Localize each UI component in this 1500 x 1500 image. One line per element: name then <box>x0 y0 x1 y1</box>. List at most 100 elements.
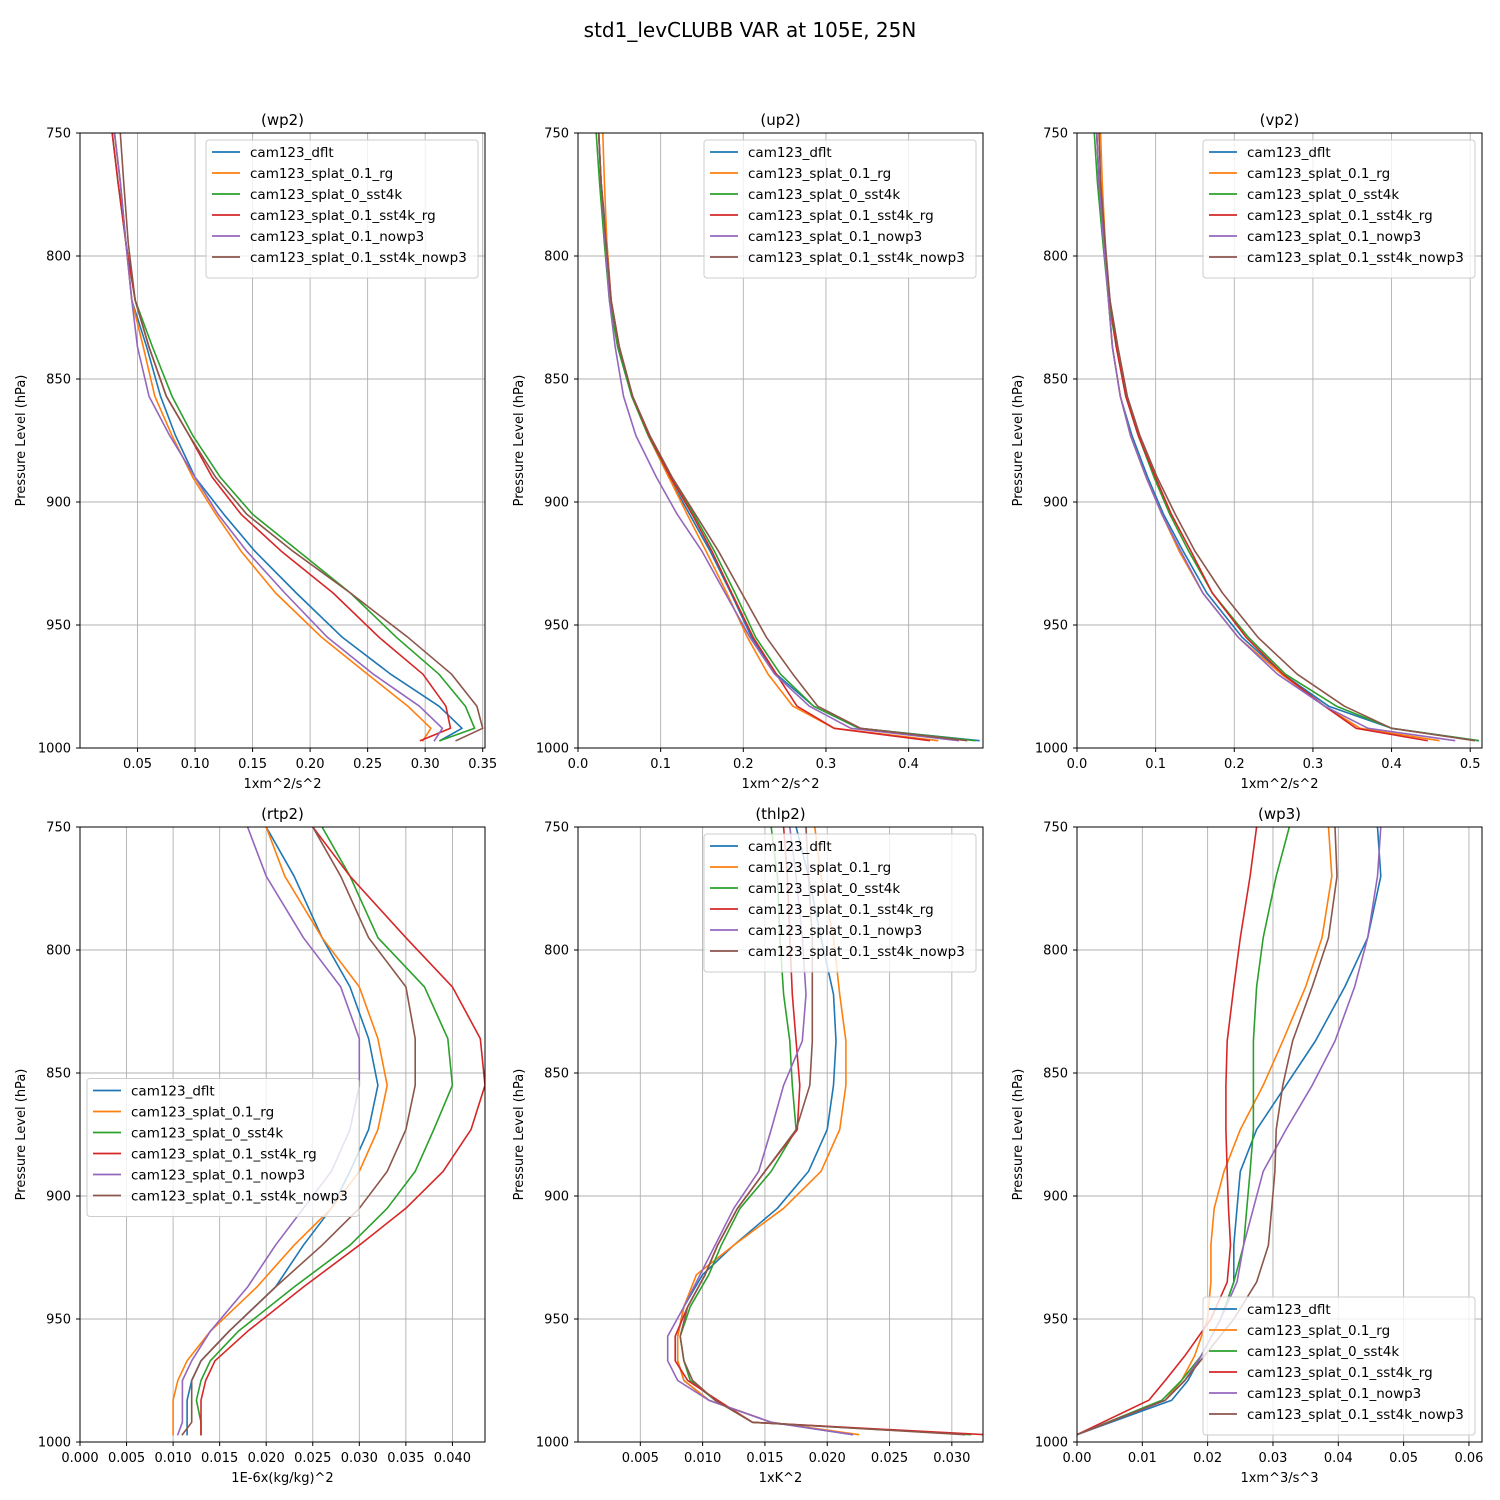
legend: cam123_dflt cam123_splat_0.1_rg cam123_spl… <box>703 139 977 279</box>
series-line-cam123_splat_0.1_sst4k_nowp3 <box>1098 133 1476 742</box>
y-tick-label: 850 <box>544 1067 569 1082</box>
legend-label: cam123_splat_0.1_sst4k_rg <box>1247 1365 1433 1381</box>
legend-label: cam123_splat_0.1_nowp3 <box>748 923 922 939</box>
legend-label: cam123_splat_0_sst4k <box>250 187 402 203</box>
x-tick-label: 0.5 <box>1460 757 1481 772</box>
y-tick-label: 950 <box>544 619 569 634</box>
x-tick-label: 0.2 <box>1224 757 1245 772</box>
series-line-cam123_splat_0.1_sst4k_nowp3 <box>1077 827 1338 1436</box>
x-tick-label: 0.020 <box>809 1451 846 1466</box>
x-tick-label: 0.02 <box>1193 1451 1222 1466</box>
x-tick-label: 0.2 <box>733 757 754 772</box>
series-line-cam123_splat_0_sst4k <box>679 827 972 1436</box>
x-tick-label: 0.010 <box>684 1451 721 1466</box>
plot-frame <box>577 132 984 749</box>
y-tick-label: 850 <box>46 1067 71 1082</box>
legend-label: cam123_splat_0.1_sst4k_rg <box>748 208 934 224</box>
x-tick-label: 0.025 <box>294 1451 331 1466</box>
legend-label: cam123_splat_0.1_rg <box>250 166 393 182</box>
y-tick-label: 850 <box>544 373 569 388</box>
legend-label: cam123_splat_0_sst4k <box>1247 187 1399 203</box>
x-tick-label: 0.35 <box>468 757 497 772</box>
y-tick-label: 800 <box>544 250 569 265</box>
plot-frame <box>1076 132 1483 749</box>
legend-label: cam123_splat_0_sst4k <box>748 187 900 203</box>
legend-label: cam123_splat_0_sst4k <box>1247 1344 1399 1360</box>
panel-rtp2: 0.000 0.005 0.010 0.015 0.020 0.025 0.030 0.035… <box>14 805 486 1486</box>
x-tick-label: 0.4 <box>1381 757 1402 772</box>
legend-label: cam123_splat_0.1_sst4k_nowp3 <box>748 250 965 266</box>
y-tick-label: 950 <box>46 1313 71 1328</box>
plot-frame <box>79 826 486 1443</box>
series-line-cam123_splat_0.1_sst4k_nowp3 <box>679 827 966 1436</box>
y-tick-label: 800 <box>1043 250 1068 265</box>
legend-label: cam123_dflt <box>131 1084 215 1100</box>
panel-thlp2: 0.005 0.010 0.015 0.020 0.025 0.030 750 800 850 9… <box>512 805 984 1486</box>
legend-label: cam123_splat_0.1_sst4k_nowp3 <box>250 250 467 266</box>
x-tick-label: 0.3 <box>816 757 837 772</box>
legend-box <box>1202 1296 1476 1436</box>
x-tick-label: 0.06 <box>1454 1451 1483 1466</box>
legend-label: cam123_dflt <box>748 145 832 161</box>
x-axis-label: 1xm^2/s^2 <box>1240 777 1318 792</box>
x-tick-label: 0.05 <box>1389 1451 1418 1466</box>
legend-label: cam123_splat_0.1_sst4k_nowp3 <box>748 944 965 960</box>
x-tick-label: 0.3 <box>1303 757 1324 772</box>
legend-box <box>703 139 977 279</box>
series-line-cam123_splat_0.1_sst4k_rg <box>111 133 452 742</box>
panel-title: (wp3) <box>1258 805 1301 823</box>
x-tick-label: 0.15 <box>238 757 267 772</box>
y-tick-label: 900 <box>544 496 569 511</box>
legend-label: cam123_splat_0.1_nowp3 <box>131 1168 305 1184</box>
x-tick-label: 0.005 <box>108 1451 145 1466</box>
panel-up2: 0.0 0.1 0.2 0.3 0.4 750 800 850 900 950 1000 (up2) 1… <box>512 111 984 792</box>
y-tick-label: 950 <box>46 619 71 634</box>
y-tick-label: 850 <box>46 373 71 388</box>
y-tick-label: 1000 <box>1035 742 1068 757</box>
y-tick-label: 750 <box>1043 821 1068 836</box>
legend-label: cam123_splat_0.1_rg <box>1247 166 1390 182</box>
plot-frame <box>1076 826 1483 1443</box>
x-axis-label: 1E-6x(kg/kg)^2 <box>231 1471 333 1486</box>
series-line-cam123_splat_0.1_rg <box>1077 827 1333 1436</box>
series-line-cam123_splat_0_sst4k <box>195 827 454 1436</box>
x-axis-label: 1xm^3/s^3 <box>1240 1471 1318 1486</box>
legend-label: cam123_splat_0.1_nowp3 <box>250 229 424 245</box>
legend: cam123_dflt cam123_splat_0.1_rg cam123_spl… <box>86 1078 360 1217</box>
x-tick-label: 0.20 <box>296 757 325 772</box>
y-tick-label: 750 <box>46 821 71 836</box>
y-tick-label: 900 <box>1043 1190 1068 1205</box>
x-tick-label: 0.1 <box>1145 757 1166 772</box>
y-tick-label: 800 <box>544 944 569 959</box>
panel-wp2: 0.05 0.10 0.15 0.20 0.25 0.30 0.35 750 800 850 900… <box>14 111 497 792</box>
legend-label: cam123_splat_0.1_sst4k_rg <box>131 1147 317 1163</box>
series-line-cam123_splat_0.1_rg <box>676 827 860 1436</box>
legend-label: cam123_splat_0.1_nowp3 <box>748 229 922 245</box>
x-tick-label: 0.04 <box>1324 1451 1353 1466</box>
series-line-cam123_splat_0.1_nowp3 <box>597 133 960 742</box>
panel-title: (up2) <box>760 111 800 129</box>
series-line-cam123_splat_0.1_sst4k_nowp3 <box>597 133 968 742</box>
plot-frame <box>577 826 984 1443</box>
y-tick-label: 900 <box>1043 496 1068 511</box>
x-tick-label: 0.025 <box>871 1451 908 1466</box>
x-tick-label: 0.4 <box>898 757 919 772</box>
legend-box <box>86 1078 360 1217</box>
x-tick-label: 0.015 <box>746 1451 783 1466</box>
y-tick-label: 1000 <box>1035 1436 1068 1451</box>
y-tick-label: 750 <box>544 127 569 142</box>
x-axis-label: 1xm^2/s^2 <box>243 777 321 792</box>
series-line-cam123_splat_0.1_nowp3 <box>666 827 854 1436</box>
series-line-cam123_splat_0.1_nowp3 <box>113 133 444 742</box>
x-tick-label: 0.30 <box>411 757 440 772</box>
legend-label: cam123_splat_0.1_sst4k_nowp3 <box>131 1189 348 1205</box>
x-tick-label: 0.000 <box>61 1451 98 1466</box>
legend-label: cam123_splat_0.1_sst4k_nowp3 <box>1247 1407 1464 1423</box>
x-tick-label: 0.0 <box>1067 757 1088 772</box>
y-axis-label: Pressure Level (hPa) <box>14 375 29 507</box>
legend-label: cam123_dflt <box>748 839 832 855</box>
x-tick-label: 0.03 <box>1258 1451 1287 1466</box>
legend: cam123_dflt cam123_splat_0.1_rg cam123_spl… <box>205 139 479 279</box>
y-axis-label: Pressure Level (hPa) <box>512 375 527 507</box>
legend-label: cam123_splat_0.1_sst4k_nowp3 <box>1247 250 1464 266</box>
